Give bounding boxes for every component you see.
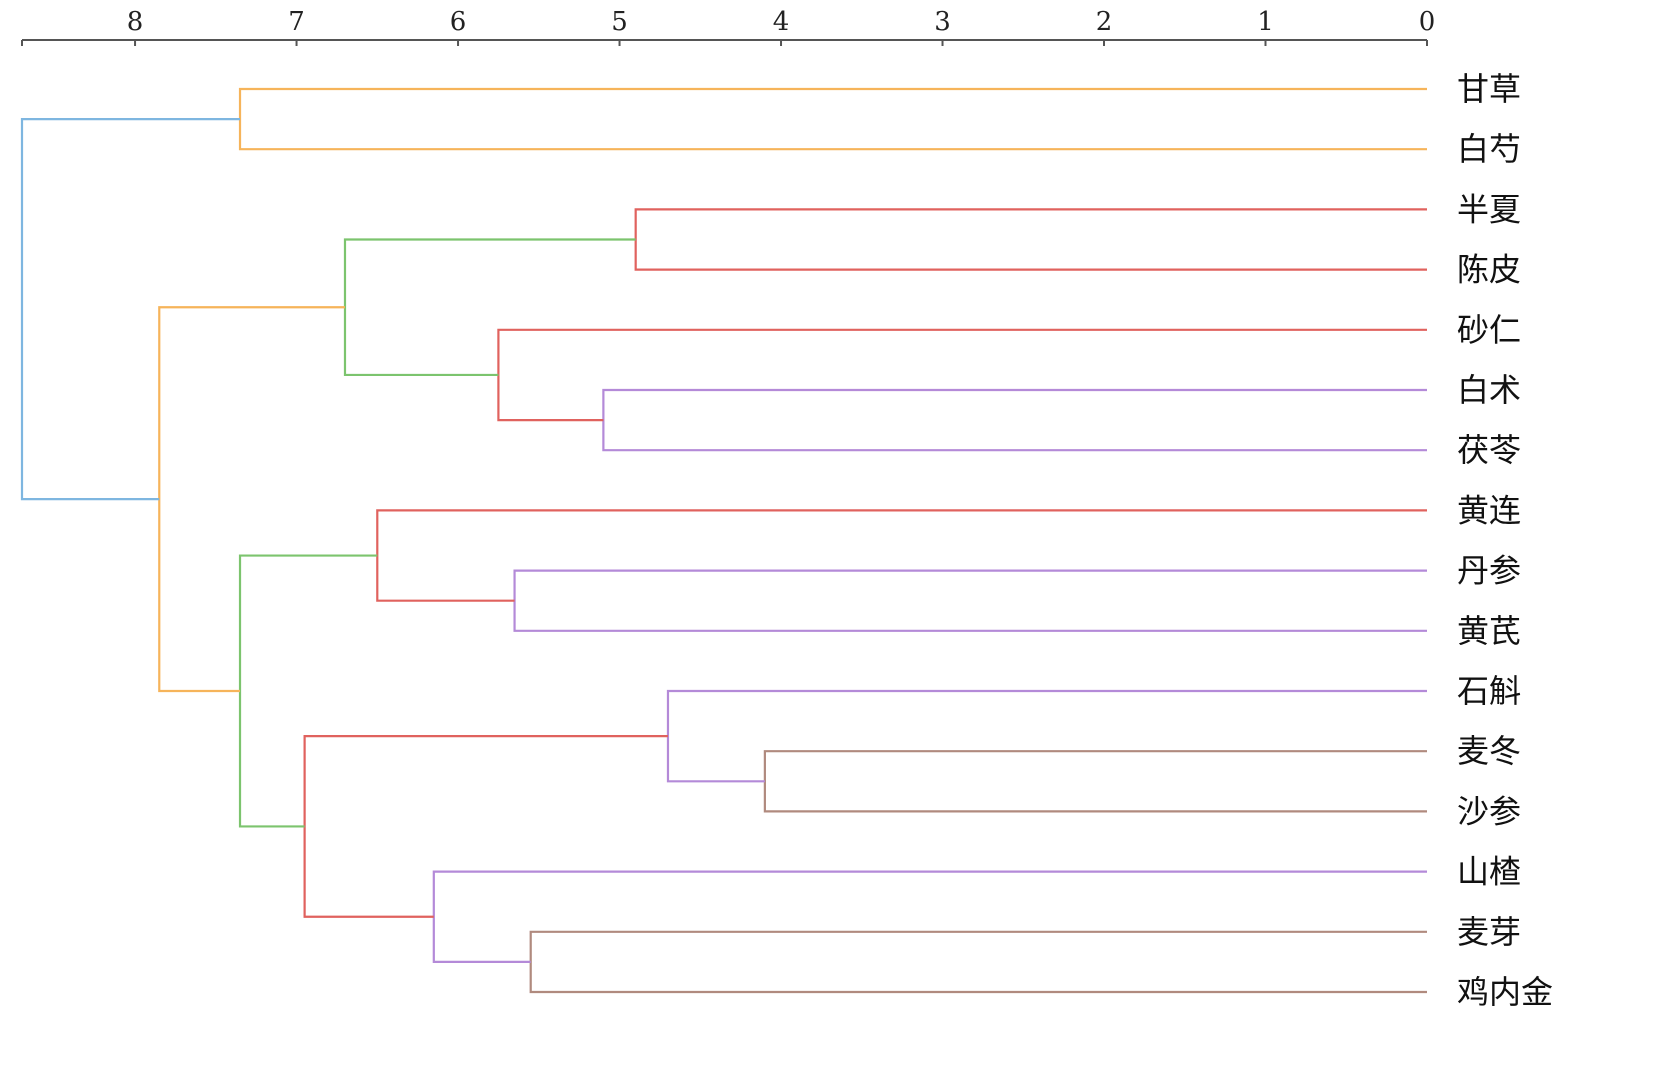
leaf-label-14: 麦芽	[1457, 913, 1521, 951]
tick-label-0: 8	[127, 7, 144, 37]
branch-3	[497, 328, 1427, 422]
leaf-label-5: 白术	[1457, 371, 1521, 409]
tick-label-7: 1	[1257, 7, 1274, 37]
branch-5	[513, 569, 1427, 632]
distance-axis: 8 7 6 5 4 3 2 1 0	[21, 7, 1436, 46]
leaf-label-13: 山楂	[1457, 853, 1521, 891]
branch-2	[602, 388, 1427, 452]
dendrogram-branches	[20, 87, 1427, 994]
tick-label-8: 0	[1419, 7, 1436, 37]
leaf-label-4: 砂仁	[1457, 311, 1521, 349]
tick-label-5: 3	[934, 7, 951, 37]
leaf-label-7: 黄连	[1457, 491, 1521, 529]
leaf-label-0: 甘草	[1457, 70, 1521, 108]
branch-10	[432, 870, 1427, 963]
tick-label-3: 5	[611, 7, 628, 37]
branch-0	[238, 87, 1427, 151]
branch-12	[238, 554, 378, 828]
leaf-label-3: 陈皮	[1457, 251, 1521, 289]
branch-6	[376, 509, 1427, 602]
leaf-label-11: 麦冬	[1457, 732, 1521, 770]
leaf-label-8: 丹参	[1457, 552, 1521, 590]
leaf-label-12: 沙参	[1457, 792, 1521, 830]
leaf-label-15: 鸡内金	[1457, 973, 1553, 1011]
branch-11	[303, 735, 668, 918]
tick-label-1: 7	[288, 7, 305, 37]
branch-4	[343, 238, 636, 377]
branch-1	[634, 208, 1427, 271]
tick-label-4: 4	[773, 7, 790, 37]
leaf-label-1: 白芍	[1457, 130, 1521, 168]
leaf-label-10: 石斛	[1457, 672, 1521, 710]
branch-14	[20, 118, 241, 501]
tick-label-2: 6	[450, 7, 467, 37]
leaf-label-9: 黄芪	[1457, 612, 1521, 650]
branch-8	[666, 689, 1427, 783]
branch-9	[529, 930, 1427, 994]
branch-7	[763, 750, 1427, 813]
leaf-label-6: 茯苓	[1457, 431, 1521, 469]
leaf-label-2: 半夏	[1457, 190, 1521, 228]
branch-13	[158, 306, 345, 693]
tick-label-6: 2	[1096, 7, 1113, 37]
